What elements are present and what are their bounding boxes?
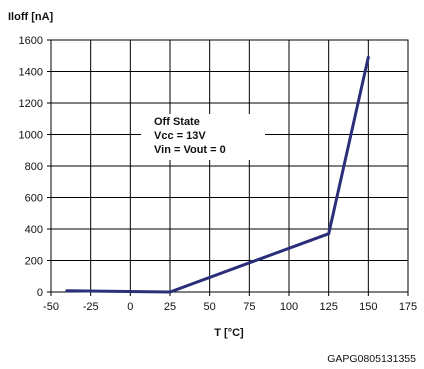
annotation-box <box>141 114 265 160</box>
annotation-line-3: Vin = Vout = 0 <box>154 144 226 156</box>
x-tick-label: -25 <box>83 301 99 313</box>
y-tick-label: 1200 <box>19 98 43 110</box>
annotation-line-1: Off State <box>154 116 200 128</box>
x-tick-label: 175 <box>399 301 417 313</box>
x-tick-label: 125 <box>319 301 337 313</box>
x-tick-label: 0 <box>127 301 133 313</box>
gridlines <box>47 39 409 296</box>
data-point <box>327 232 331 236</box>
y-tick-label: 1400 <box>19 67 43 79</box>
series-line <box>66 56 370 294</box>
y-tick-label: 200 <box>25 256 43 268</box>
data-point <box>65 289 69 293</box>
x-tick-labels: -50 -25 0 25 50 75 100 125 150 175 <box>43 301 417 313</box>
x-tick-label: 75 <box>243 301 255 313</box>
x-tick-label: 150 <box>359 301 377 313</box>
x-tick-label: -50 <box>43 301 59 313</box>
y-tick-labels: 0 200 400 600 800 1000 1200 1400 1600 <box>19 35 43 299</box>
y-axis-title: Iloff [nA] <box>8 11 54 23</box>
y-tick-label: 400 <box>25 224 43 236</box>
y-tick-label: 800 <box>25 161 43 173</box>
x-tick-label: 100 <box>280 301 298 313</box>
figure-code: GAPG0805131355 <box>327 353 416 365</box>
y-tick-label: 1600 <box>19 35 43 47</box>
x-tick-label: 50 <box>204 301 216 313</box>
data-point <box>168 290 172 294</box>
x-axis-title: T [°C] <box>214 327 244 339</box>
series-layer <box>65 55 370 294</box>
y-tick-label: 0 <box>37 287 43 299</box>
plot-frame <box>50 39 409 293</box>
y-tick-label: 1000 <box>19 130 43 142</box>
x-tick-label: 25 <box>164 301 176 313</box>
annotation-line-2: Vcc = 13V <box>154 130 206 142</box>
data-point <box>366 55 370 59</box>
y-tick-label: 600 <box>25 193 43 205</box>
